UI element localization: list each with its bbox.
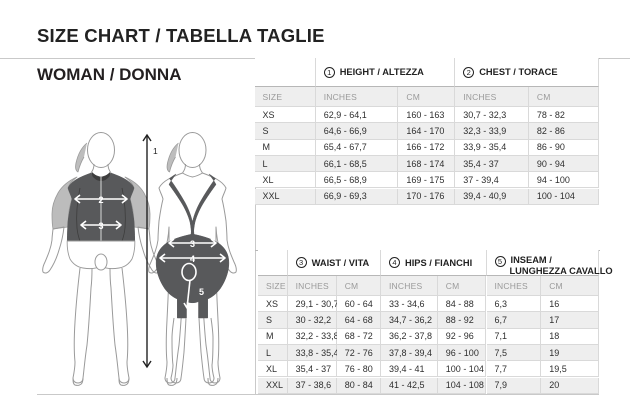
svg-text:1: 1 [153,146,158,156]
svg-text:3: 3 [98,221,103,231]
svg-text:3: 3 [190,239,195,249]
svg-text:2: 2 [98,195,103,205]
svg-text:4: 4 [190,254,195,264]
svg-text:5: 5 [199,287,204,297]
